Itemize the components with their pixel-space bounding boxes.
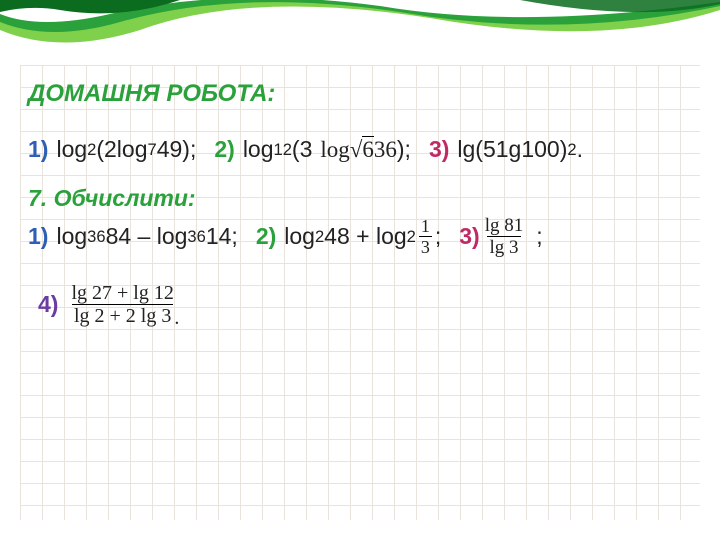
item-7-4-fraction: lg 27 + lg 12 lg 2 + 2 lg 3. — [69, 283, 175, 326]
item-7-3-number: 3) — [459, 223, 479, 250]
exercise-row-2: 1) log3684 – log3614; 2) log2 48 + log2 … — [28, 216, 692, 257]
frac-numerator: 1 — [419, 217, 432, 236]
item-7-4-number: 4) — [38, 291, 58, 318]
item-1-number: 1) — [28, 136, 48, 163]
frac-denominator: lg 2 + 2 lg 3. — [72, 304, 173, 326]
item-3-text-b: . — [577, 136, 583, 163]
item-1-base1: 2 — [87, 140, 96, 160]
exercise-row-3: 4) lg 27 + lg 12 lg 2 + 2 lg 3. — [38, 283, 692, 326]
item-7-2-c: ; — [435, 223, 441, 250]
item-7-1-base1: 36 — [87, 227, 105, 247]
frac-denominator: 3 — [419, 236, 432, 256]
item-7-2-base2: 2 — [407, 227, 416, 247]
frac-denominator: lg 3 — [487, 236, 520, 257]
slide-content: ДОМАШНЯ РОБОТА: 1) log2 (2log7 49); 2) l… — [28, 80, 692, 336]
item-1-text-c: 49); — [157, 136, 197, 163]
item-2-number: 2) — [214, 136, 234, 163]
root-radicand: 6 — [362, 136, 374, 162]
item-1-base2: 7 — [148, 140, 157, 160]
item-7-1-b: 84 – log — [106, 223, 188, 250]
root-symbol: √ — [350, 137, 363, 162]
item-2-text-b: (3 — [292, 136, 312, 163]
item-7-2-number: 2) — [256, 223, 276, 250]
item-1-text-b: (2log — [96, 136, 147, 163]
item-3-number: 3) — [429, 136, 449, 163]
decorative-header — [0, 0, 720, 60]
item-3-text-a: lg(51g100) — [457, 136, 567, 163]
trailing-dot: . — [174, 308, 179, 328]
frac-numerator: lg 27 + lg 12 — [69, 283, 175, 304]
item-2-serif-log: log — [320, 137, 349, 163]
item-3-sup: 2 — [567, 140, 576, 160]
item-7-2-a: log — [284, 223, 315, 250]
item-2-base: 12 — [274, 140, 292, 160]
item-2-text-a: log — [243, 136, 274, 163]
item-2-root: √6 — [350, 137, 374, 163]
item-7-1-number: 1) — [28, 223, 48, 250]
item-7-2-base1: 2 — [315, 227, 324, 247]
item-7-2-fraction: 1 3 — [419, 217, 432, 256]
item-7-1-c: 14; — [206, 223, 238, 250]
item-7-1-base2: 36 — [187, 227, 205, 247]
item-7-2-b: 48 + log — [324, 223, 407, 250]
item-7-3-fraction: lg 81 lg 3 — [483, 216, 526, 257]
section-7-title: 7. Обчислити: — [28, 185, 692, 212]
item-7-3-c: ; — [536, 223, 542, 250]
item-2-text-c: ); — [397, 136, 411, 163]
item-1-text-a: log — [56, 136, 87, 163]
item-2-arg: 36 — [374, 137, 397, 163]
exercise-row-1: 1) log2 (2log7 49); 2) log12(3 log √6 36… — [28, 136, 692, 163]
homework-title: ДОМАШНЯ РОБОТА: — [28, 80, 692, 108]
frac-numerator: lg 81 — [483, 216, 526, 236]
item-7-1-a: log — [56, 223, 87, 250]
